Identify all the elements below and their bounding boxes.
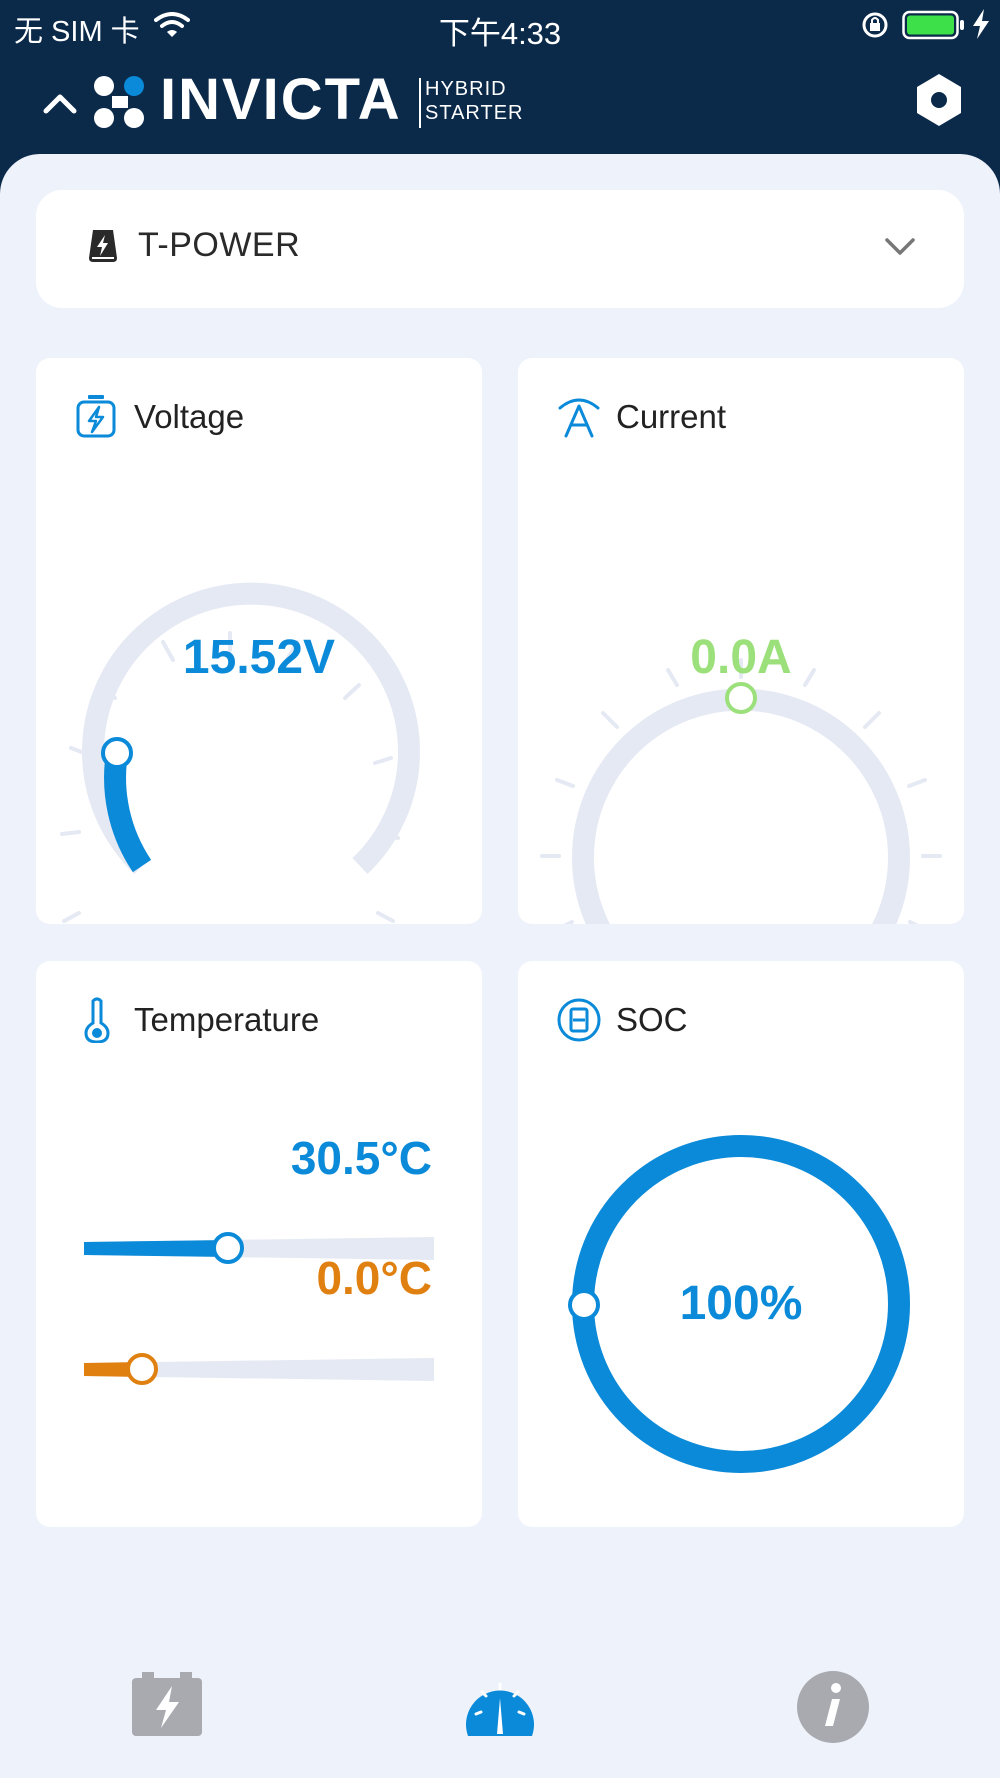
brand-tagline-1: HYBRID xyxy=(425,78,507,100)
soc-ring-knob xyxy=(568,1289,600,1321)
orientation-lock-icon xyxy=(862,12,888,38)
current-gauge-knob xyxy=(725,682,757,714)
voltage-gauge xyxy=(60,582,420,923)
current-gauge xyxy=(540,658,942,924)
soc-value: 100% xyxy=(679,1277,803,1330)
current-gauge-ticks xyxy=(540,658,942,924)
battery-status-icon xyxy=(902,10,964,40)
carrier-label: 无 SIM 卡 xyxy=(14,16,140,48)
voltage-gauge-knob xyxy=(101,737,133,769)
charging-bolt-icon xyxy=(973,9,989,39)
current-title: Current xyxy=(616,398,727,435)
temperature-high-slider xyxy=(84,1232,434,1264)
chevron-up-icon[interactable] xyxy=(42,90,78,116)
info-icon[interactable] xyxy=(796,1670,870,1744)
status-bar: 无 SIM 卡 下午4:33 xyxy=(0,0,1000,52)
brand-divider xyxy=(419,78,421,128)
temperature-low-slider xyxy=(84,1353,434,1385)
soc-icon xyxy=(557,998,601,1042)
temperature-low-value: 0.0°C xyxy=(316,1252,432,1304)
main-content: T-POWER Voltage xyxy=(0,154,1000,1778)
invicta-logo-icon xyxy=(94,76,144,128)
temperature-title: Temperature xyxy=(134,1001,320,1038)
chevron-down-icon[interactable] xyxy=(884,236,916,258)
app-header: INVICTA HYBRID STARTER xyxy=(0,52,1000,164)
current-value: 0.0A xyxy=(690,631,792,684)
temperature-card: Temperature 30.5°C 0.0°C xyxy=(36,961,482,1527)
gauge-icon[interactable] xyxy=(462,1672,538,1736)
brand-tagline-2: STARTER xyxy=(425,102,524,124)
bottom-nav xyxy=(0,1640,1000,1778)
voltage-value: 15.52V xyxy=(182,631,336,684)
status-time: 下午4:33 xyxy=(438,16,562,51)
device-name: T-POWER xyxy=(138,226,301,264)
voltage-card: Voltage 15.52V xyxy=(36,358,482,924)
device-selector[interactable]: T-POWER xyxy=(36,190,964,308)
current-card: Current 0.0A xyxy=(518,358,964,924)
soc-card: SOC 100% xyxy=(518,961,964,1527)
voltage-title: Voltage xyxy=(134,398,245,435)
soc-title: SOC xyxy=(616,1001,688,1038)
voltage-icon xyxy=(76,395,116,438)
soc-ring xyxy=(568,1135,910,1473)
temperature-high-value: 30.5°C xyxy=(290,1132,432,1184)
thermometer-icon xyxy=(84,997,110,1043)
battery-icon[interactable] xyxy=(130,1670,204,1738)
settings-hex-icon[interactable] xyxy=(914,72,964,128)
brand-name: INVICTA xyxy=(160,67,402,132)
wifi-icon xyxy=(154,12,190,37)
current-icon xyxy=(558,398,600,438)
device-icon xyxy=(89,230,117,262)
